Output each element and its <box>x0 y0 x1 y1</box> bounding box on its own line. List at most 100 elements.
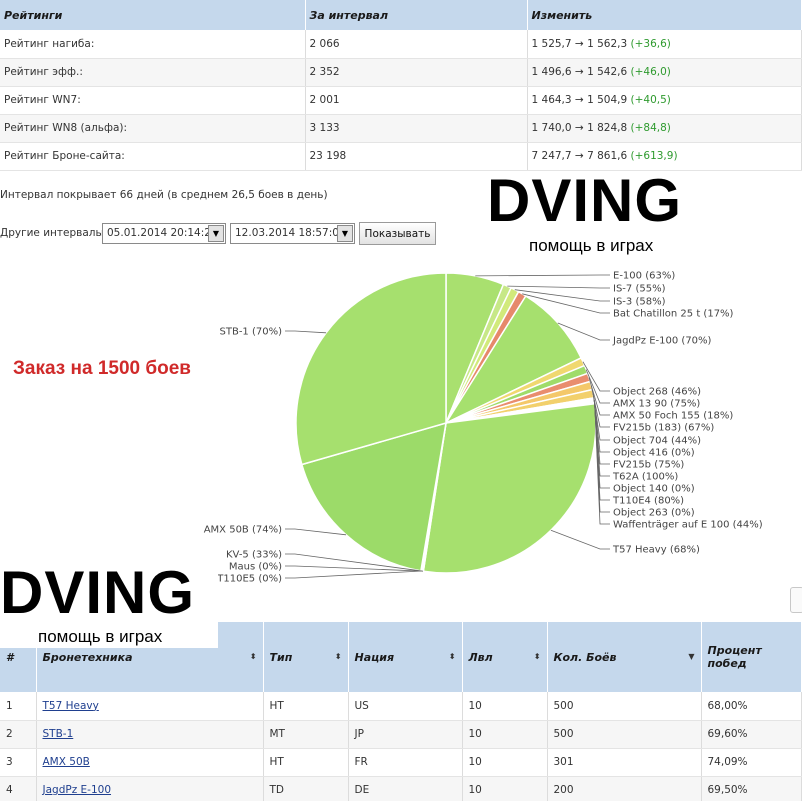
ratings-header-name: Рейтинги <box>0 0 306 30</box>
pie-label: Bat Chatillon 25 t (17%) <box>613 309 734 320</box>
pie-label: Object 263 (0%) <box>613 508 695 519</box>
pie-label: FV215b (183) (67%) <box>613 423 714 434</box>
cell-nation: DE <box>348 776 463 801</box>
pie-label: JagdPz E-100 (70%) <box>612 336 712 347</box>
sort-icon: ⬍ <box>448 652 456 661</box>
pie-leader-line <box>585 369 610 404</box>
rating-from: 7 247,7 <box>531 150 572 162</box>
cell-number: 3 <box>0 748 37 777</box>
rating-change: 1 525,7 → 1 562,3 (+36,6) <box>527 30 802 59</box>
cell-nation: US <box>348 692 463 721</box>
cell-battles: 500 <box>547 720 702 749</box>
rating-delta: (+36,6) <box>630 37 671 50</box>
pie-label: E-100 (63%) <box>613 271 675 282</box>
order-banner: Заказ на 1500 боев <box>13 358 191 379</box>
col-level[interactable]: Лвл ⬍ <box>462 622 548 692</box>
vehicles-table: # Бронетехника ⬍ Тип ⬍ Нация ⬍ Лвл ⬍ Кол. Бо… <box>0 622 802 801</box>
rating-change: 1 464,3 → 1 504,9 (+40,5) <box>527 86 802 115</box>
pie-label: KV-5 (33%) <box>226 550 282 561</box>
pie-label: Maus (0%) <box>229 562 282 573</box>
rating-from: 1 525,7 <box>531 37 572 50</box>
cell-vehicle: T57 Heavy <box>36 692 264 721</box>
vehicle-link[interactable]: T57 Heavy <box>42 699 99 712</box>
pie-label: Object 268 (46%) <box>613 387 701 398</box>
pie-label: T110E5 (0%) <box>216 574 282 585</box>
dving-tagline: помощь в играх <box>38 627 163 646</box>
pie-leader-line <box>475 274 610 277</box>
pie-label: T57 Heavy (68%) <box>612 545 700 556</box>
rating-value: 2 352 <box>305 58 528 87</box>
rating-value: 3 133 <box>305 114 528 143</box>
pie-leader-line <box>285 570 422 579</box>
cell-level: 10 <box>462 776 548 801</box>
ratings-row: Рейтинг эфф.: 2 352 1 496,6 → 1 542,6 (+… <box>0 58 802 87</box>
col-type[interactable]: Тип ⬍ <box>263 622 349 692</box>
cell-battles: 301 <box>547 748 702 777</box>
pie-label: AMX 13 90 (75%) <box>613 399 700 410</box>
sort-icon: ⬍ <box>533 652 541 661</box>
chevron-down-icon: ▼ <box>337 225 353 242</box>
cell-type: MT <box>263 720 349 749</box>
cell-vehicle: AMX 50B <box>36 748 264 777</box>
cell-vehicle: JagdPz E-100 <box>36 776 264 801</box>
cell-type: TD <box>263 776 349 801</box>
vehicle-link[interactable]: STB-1 <box>42 728 74 740</box>
rating-name: Рейтинг нагиба: <box>0 30 306 59</box>
scroll-handle[interactable] <box>790 587 802 613</box>
pie-slice <box>300 421 447 572</box>
rating-delta: (+84,8) <box>630 122 671 134</box>
pie-label: AMX 50 Foch 155 (18%) <box>613 411 733 422</box>
rating-to: 7 861,6 <box>587 150 628 162</box>
pie-leader-line <box>557 322 610 341</box>
ratings-header-change: Изменить <box>527 0 802 30</box>
col-battles[interactable]: Кол. Боёв ▼ <box>547 622 702 692</box>
interval-end-select[interactable]: 12.03.2014 18:57:03 ▼ <box>230 223 355 244</box>
show-button[interactable]: Показывать <box>359 222 436 245</box>
pie-leader-line <box>522 293 610 314</box>
watermark-backdrop <box>0 562 218 648</box>
cell-level: 10 <box>462 692 548 721</box>
rating-name: Рейтинг WN8 (альфа): <box>0 114 306 143</box>
table-row: 2 STB-1 MT JP 10 500 69,60% <box>0 720 802 749</box>
rating-change: 1 496,6 → 1 542,6 (+46,0) <box>527 58 802 87</box>
rating-delta: (+613,9) <box>630 150 678 162</box>
rating-change: 1 740,0 → 1 824,8 (+84,8) <box>527 114 802 143</box>
cell-nation: FR <box>348 748 463 777</box>
col-nation[interactable]: Нация ⬍ <box>348 622 463 692</box>
cell-winrate: 68,00% <box>701 692 802 721</box>
rating-value: 2 001 <box>305 86 528 115</box>
cell-vehicle: STB-1 <box>36 720 264 749</box>
ratings-header-interval: За интервал <box>305 0 528 30</box>
vehicle-link[interactable]: AMX 50B <box>42 756 90 768</box>
sort-desc-icon: ▼ <box>688 652 695 661</box>
pie-leader-line <box>285 565 423 572</box>
pie-slice <box>295 272 447 466</box>
cell-battles: 200 <box>547 776 702 801</box>
rating-delta: (+40,5) <box>630 94 671 106</box>
cell-level: 10 <box>462 748 548 777</box>
ratings-header-row: Рейтинги За интервал Изменить <box>0 0 802 30</box>
col-winrate[interactable]: Процент побед <box>701 622 802 692</box>
pie-label: T62A (100%) <box>612 472 678 483</box>
cell-battles: 500 <box>547 692 702 721</box>
interval-start-select[interactable]: 05.01.2014 20:14:22 ▼ <box>102 223 226 244</box>
cell-number: 1 <box>0 692 37 721</box>
cell-number: 2 <box>0 720 37 749</box>
pie-leader-line <box>285 330 327 334</box>
cell-type: HT <box>263 692 349 721</box>
rating-delta: (+46,0) <box>630 66 671 78</box>
ratings-row: Рейтинг Броне-сайта: 23 198 7 247,7 → 7 … <box>0 142 802 171</box>
rating-change: 7 247,7 → 7 861,6 (+613,9) <box>527 142 802 171</box>
pie-label: Object 704 (44%) <box>613 436 701 447</box>
dving-logo: DVING <box>487 167 683 234</box>
interval-start-value: 05.01.2014 20:14:22 <box>107 227 218 239</box>
arrow-icon: → <box>574 122 584 134</box>
pie-leader-line <box>507 285 610 289</box>
dving-tagline: помощь в играх <box>529 236 654 255</box>
arrow-icon: → <box>574 94 584 106</box>
rating-to: 1 824,8 <box>587 122 628 134</box>
rating-to: 1 562,3 <box>587 37 628 50</box>
rating-from: 1 496,6 <box>531 66 572 78</box>
vehicle-link[interactable]: JagdPz E-100 <box>42 784 112 796</box>
table-row: 3 AMX 50B HT FR 10 301 74,09% <box>0 748 802 777</box>
